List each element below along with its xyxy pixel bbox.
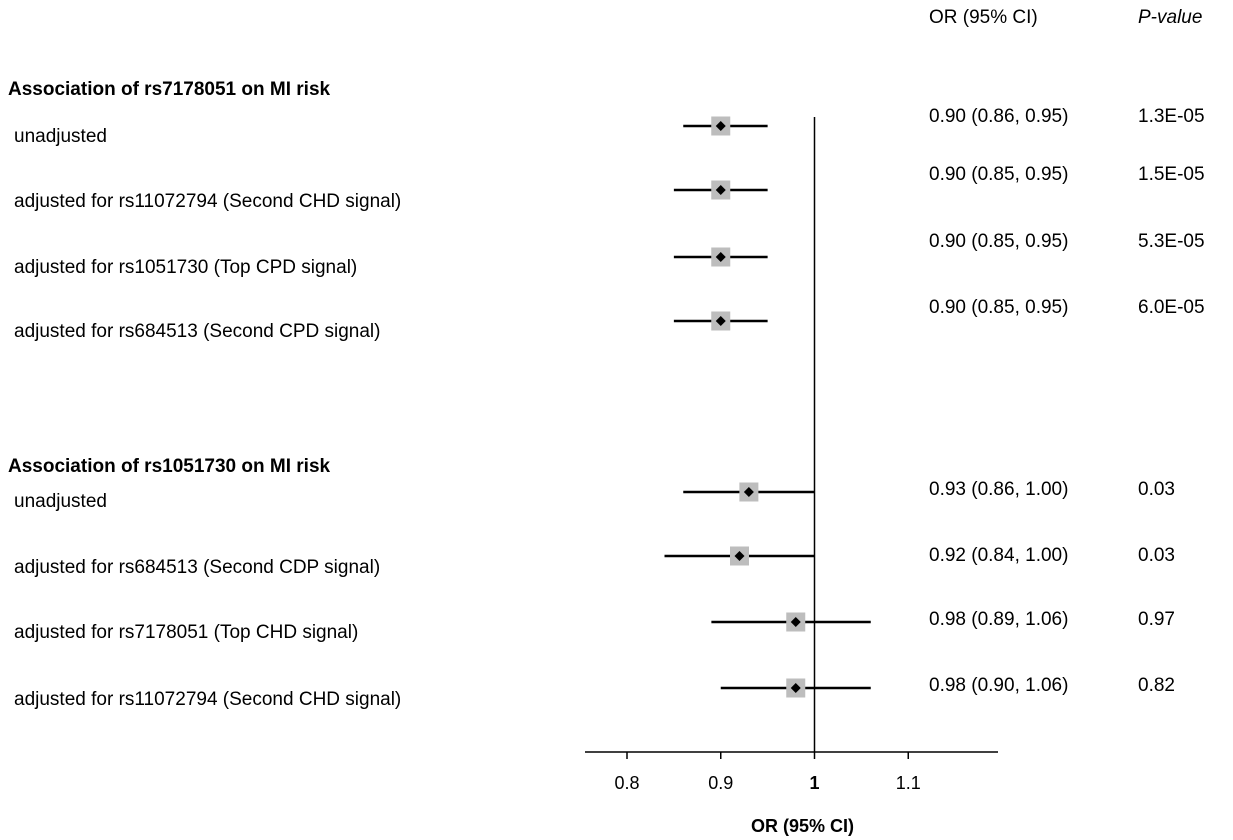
row-label: adjusted for rs684513 (Second CPD signal… xyxy=(14,321,381,342)
or-ci-value: 0.90 (0.85, 0.95) xyxy=(929,297,1069,318)
row-label: adjusted for rs7178051 (Top CHD signal) xyxy=(14,622,359,643)
estimate-point xyxy=(715,121,726,131)
estimate-point xyxy=(790,683,801,693)
estimate-point xyxy=(734,551,745,561)
x-tick-label: 1 xyxy=(809,773,819,793)
group-title: Association of rs1051730 on MI risk xyxy=(8,456,331,477)
or-ci-value: 0.90 (0.85, 0.95) xyxy=(929,231,1069,252)
x-axis-title: OR (95% CI) xyxy=(751,816,855,836)
x-tick-label: 0.8 xyxy=(614,773,639,793)
row-label: unadjusted xyxy=(14,491,107,512)
p-value: 6.0E-05 xyxy=(1138,297,1205,318)
row-label: adjusted for rs11072794 (Second CHD sign… xyxy=(14,689,402,710)
p-value: 0.03 xyxy=(1138,479,1175,500)
p-value: 1.3E-05 xyxy=(1138,106,1205,127)
p-value: 0.03 xyxy=(1138,545,1175,566)
estimate-point xyxy=(790,617,801,627)
estimate-point xyxy=(715,185,726,195)
or-ci-value: 0.90 (0.86, 0.95) xyxy=(929,106,1069,127)
p-value: 0.97 xyxy=(1138,609,1175,630)
or-ci-value: 0.92 (0.84, 1.00) xyxy=(929,545,1069,566)
p-value-column-header: P-value xyxy=(1138,7,1203,28)
p-value: 1.5E-05 xyxy=(1138,164,1205,185)
or-ci-value: 0.93 (0.86, 1.00) xyxy=(929,479,1069,500)
p-value: 5.3E-05 xyxy=(1138,231,1205,252)
row-label: adjusted for rs11072794 (Second CHD sign… xyxy=(14,191,402,212)
or-ci-value: 0.98 (0.90, 1.06) xyxy=(929,675,1069,696)
estimate-point xyxy=(743,487,754,497)
or-ci-value: 0.98 (0.89, 1.06) xyxy=(929,609,1069,630)
estimate-point xyxy=(715,316,726,326)
x-tick-label: 1.1 xyxy=(896,773,921,793)
or-column-header: OR (95% CI) xyxy=(929,7,1038,28)
x-tick-label: 0.9 xyxy=(708,773,733,793)
p-value: 0.82 xyxy=(1138,675,1175,696)
row-label: adjusted for rs684513 (Second CDP signal… xyxy=(14,557,381,578)
row-label: adjusted for rs1051730 (Top CPD signal) xyxy=(14,257,358,278)
row-label: unadjusted xyxy=(14,126,107,147)
or-ci-value: 0.90 (0.85, 0.95) xyxy=(929,164,1069,185)
group-title: Association of rs7178051 on MI risk xyxy=(8,79,331,100)
estimate-point xyxy=(715,252,726,262)
